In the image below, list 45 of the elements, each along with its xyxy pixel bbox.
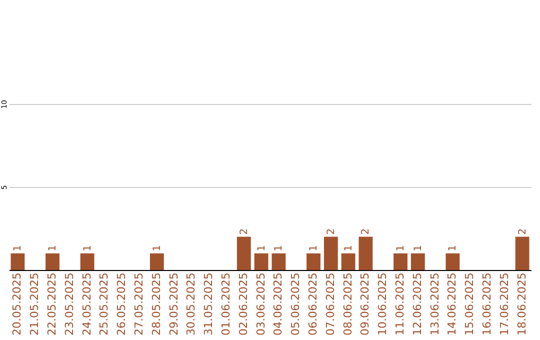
x-tick-label: 10.06.2025 [376,272,390,336]
x-tick-label: 07.06.2025 [324,272,337,336]
data-label: 1 [343,245,354,252]
data-label: 1 [152,245,163,252]
x-tick-label: 15.06.2025 [463,272,476,336]
data-label: 1 [256,245,268,252]
x-tick-label: 20.05.2025 [10,272,24,336]
x-tick-label: 13.06.2025 [428,272,442,336]
x-tick-label: 12.06.2025 [410,272,424,336]
x-tick-label: 24.05.2025 [80,272,94,336]
x-tick-label: 04.06.2025 [272,272,285,336]
x-tick-label: 30.05.2025 [184,272,198,336]
data-label: 1 [274,245,285,252]
x-tick-label: 21.05.2025 [28,272,42,336]
x-tick-label: 02.06.2025 [236,272,250,336]
x-tick-label: 01.06.2025 [220,272,232,336]
x-tick-label: 28.05.2025 [150,272,163,336]
data-label: 1 [82,245,94,252]
x-tick-label: 18.06.2025 [515,272,528,336]
data-label: 2 [517,228,528,235]
x-tick-label: 31.05.2025 [202,272,216,336]
x-tick-label: 23.05.2025 [62,272,76,336]
data-label: 2 [360,228,372,235]
x-tick-label: 11.06.2025 [394,272,406,336]
x-tick-label: 26.05.2025 [115,272,128,336]
x-tick-label: 08.06.2025 [341,272,354,336]
data-label: 1 [412,245,424,252]
x-tick-label: 17.06.2025 [498,272,511,336]
x-tick-label: 03.06.2025 [254,272,268,336]
data-label: 2 [238,228,250,235]
x-tick-label: 25.05.2025 [98,272,111,336]
data-label: 1 [448,245,459,252]
x-tick-label: 14.06.2025 [446,272,459,336]
x-tick-label: 16.06.2025 [480,272,494,336]
data-label: 1 [48,245,58,252]
data-label: 1 [308,245,320,252]
data-label: 2 [326,228,337,235]
x-tick-label: 09.06.2025 [358,272,372,336]
x-tick-label: 06.06.2025 [306,272,320,336]
data-label: 1 [12,245,24,252]
data-label: 1 [396,245,406,252]
x-tick-label: 29.05.2025 [167,272,180,336]
x-tick-label: 22.05.2025 [46,272,58,336]
x-tick-label: 27.05.2025 [132,272,146,336]
x-tick-label: 05.06.2025 [289,272,302,336]
